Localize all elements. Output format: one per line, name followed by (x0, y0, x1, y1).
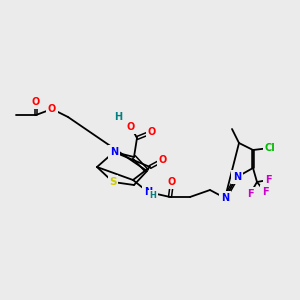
Text: N: N (233, 172, 241, 182)
Text: O: O (159, 155, 167, 165)
Text: Cl: Cl (265, 143, 275, 153)
Text: O: O (127, 122, 135, 132)
Text: O: O (148, 127, 156, 137)
Text: S: S (109, 177, 117, 187)
Text: F: F (265, 175, 271, 185)
Text: F: F (262, 187, 268, 197)
Text: N: N (221, 193, 229, 203)
Text: O: O (168, 177, 176, 187)
Text: H: H (150, 191, 156, 200)
Text: N: N (144, 187, 152, 197)
Text: N: N (110, 147, 118, 157)
Text: H: H (114, 112, 122, 122)
Text: F: F (247, 189, 253, 199)
Text: O: O (48, 104, 56, 114)
Text: O: O (32, 97, 40, 107)
